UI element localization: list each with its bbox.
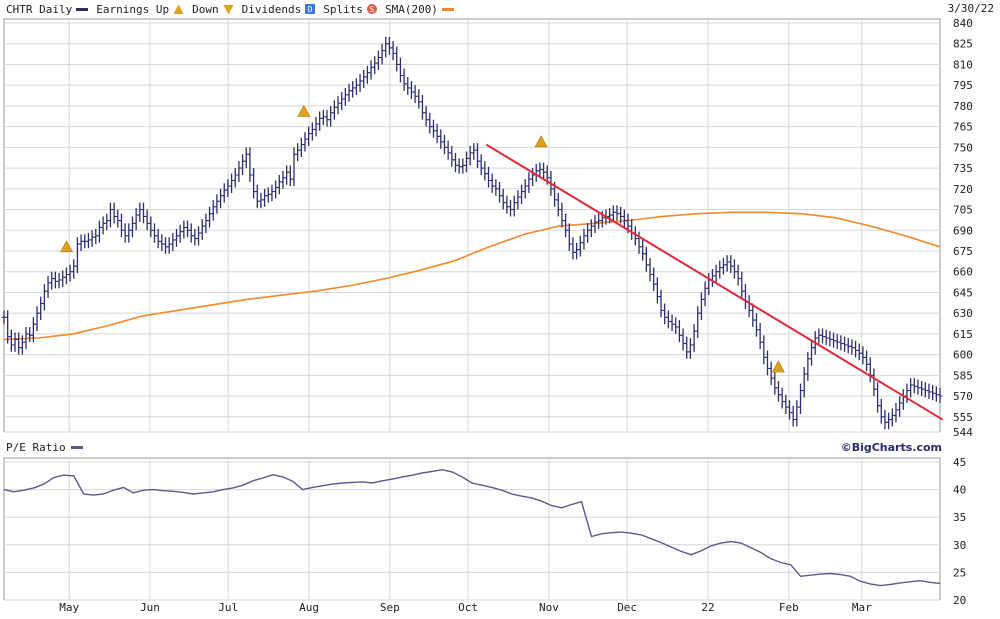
legend-splits: Splits S [323, 3, 377, 16]
y-tick-label: 735 [953, 162, 973, 175]
split-icon: S [366, 4, 377, 14]
sma-200-line [3, 211, 941, 341]
pe-tick-label: 35 [953, 511, 966, 524]
legend-dividends-label: Dividends [241, 2, 302, 16]
y-tick-label: 795 [953, 79, 973, 92]
x-tick-label: Jul [218, 601, 238, 614]
y-tick-label: 765 [953, 121, 973, 134]
y-tick-label: 690 [953, 224, 973, 237]
y-tick-label: 750 [953, 141, 973, 154]
earnings-marker-icon [534, 135, 548, 148]
pe-tick-label: 45 [953, 456, 966, 469]
x-tick-label: Sep [380, 601, 400, 614]
bigcharts-credit: ©BigCharts.com [840, 441, 942, 454]
pe-ratio-line [3, 468, 941, 587]
x-tick-label: Oct [458, 601, 478, 614]
x-tick-label: Jun [140, 601, 160, 614]
y-tick-label: 630 [953, 307, 973, 320]
chart-legend: CHTR Daily Earnings Up Down Dividends D … [6, 2, 454, 16]
legend-sma-label: SMA(200) [384, 2, 438, 16]
y-tick-label: 600 [953, 349, 973, 362]
earnings-up-icon [173, 4, 184, 14]
y-tick-label: 585 [953, 369, 973, 382]
pe-panel-frame [3, 457, 941, 601]
legend-down-label: Down [192, 2, 219, 16]
x-tick-label: Dec [617, 601, 637, 614]
y-tick-label: 780 [953, 100, 973, 113]
y-tick-label: 555 [953, 411, 973, 424]
y-tick-label: 660 [953, 266, 973, 279]
earnings-marker-icon [771, 360, 785, 373]
earnings-marker-icon [60, 240, 74, 253]
legend-sma: SMA(200) [385, 3, 454, 16]
legend-earnings-down: Down [192, 3, 234, 16]
price-swatch [76, 7, 89, 11]
y-tick-label: 675 [953, 245, 973, 258]
y-tick-label: 720 [953, 183, 973, 196]
legend-splits-label: Splits [323, 2, 363, 16]
legend-dividends: Dividends D [242, 3, 316, 16]
x-tick-label: Aug [299, 601, 319, 614]
pe-swatch [70, 446, 83, 449]
x-tick-label: Feb [779, 601, 799, 614]
y-tick-label: 810 [953, 58, 973, 71]
dividend-icon: D [305, 4, 316, 14]
legend-earnings-up: Earnings Up [96, 3, 184, 16]
x-tick-label: 22 [701, 601, 714, 614]
y-tick-label: 825 [953, 38, 973, 51]
pe-tick-label: 30 [953, 539, 966, 552]
y-tick-label: 840 [953, 17, 973, 30]
legend-earnings-up-label: Earnings Up [96, 2, 170, 16]
legend-ticker-label: CHTR Daily [6, 2, 73, 16]
y-tick-label: 645 [953, 286, 973, 299]
pe-tick-label: 40 [953, 484, 966, 497]
y-tick-label: 570 [953, 390, 973, 403]
pe-tick-label: 20 [953, 594, 966, 607]
sma-swatch [441, 7, 454, 11]
earnings-down-icon [223, 4, 234, 14]
earnings-marker-icon [297, 104, 311, 117]
x-tick-label: Mar [852, 601, 872, 614]
legend-ticker: CHTR Daily [6, 2, 89, 16]
x-tick-label: Nov [539, 601, 559, 614]
y-tick-label: 615 [953, 328, 973, 341]
pe-panel-title: P/E Ratio [6, 441, 83, 454]
trendline [485, 143, 944, 421]
price-panel-frame [3, 18, 941, 433]
chart-date: 3/30/22 [947, 2, 994, 15]
pe-tick-label: 25 [953, 566, 966, 579]
y-tick-label: 705 [953, 204, 973, 217]
pe-title-label: P/E Ratio [6, 441, 66, 454]
y-tick-label: 544 [953, 426, 973, 439]
x-tick-label: May [59, 601, 79, 614]
